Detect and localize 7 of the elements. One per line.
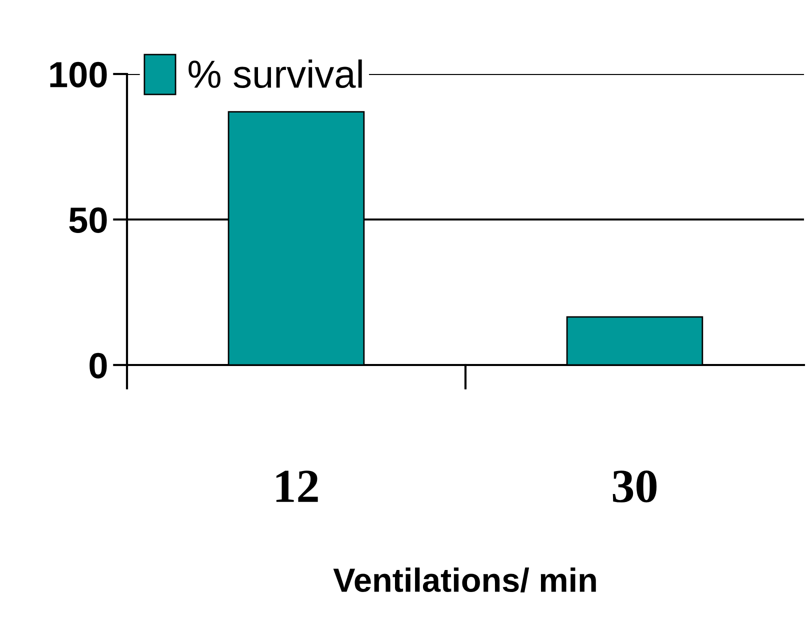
y-tick-label: 0 (90, 352, 107, 378)
legend-label: % survival (188, 59, 362, 88)
x-tick-label: 30 (612, 470, 657, 502)
x-tick-label: 12 (276, 470, 318, 502)
y-tick-label: 50 (69, 207, 107, 233)
x-axis-title: Ventilations/ min (333, 568, 596, 592)
y-tick-label: 100 (50, 62, 107, 88)
